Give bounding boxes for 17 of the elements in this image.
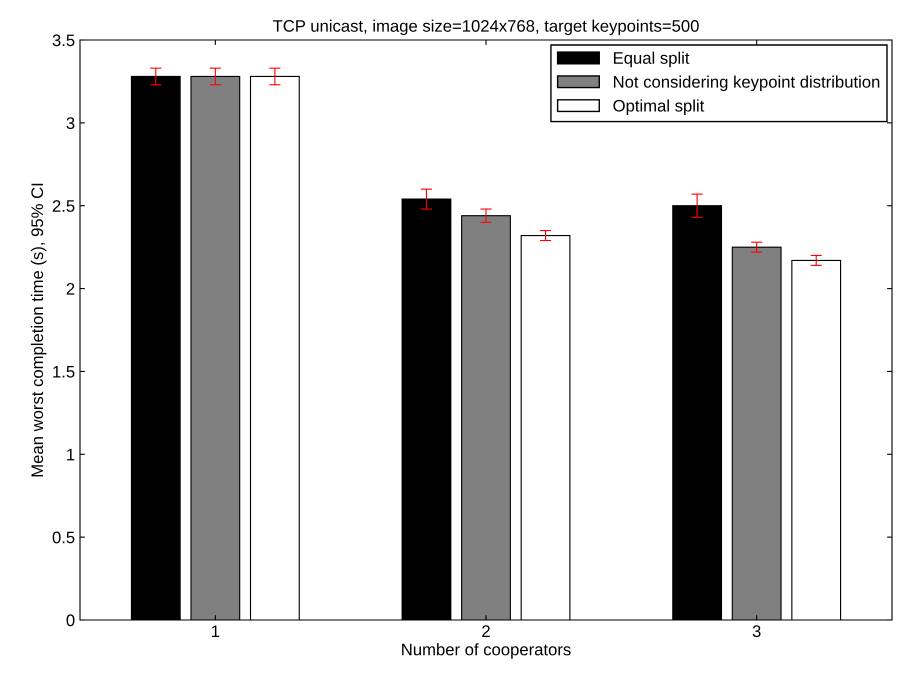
x-tick-label: 3 bbox=[752, 625, 761, 638]
y-tick-label: 0.5 bbox=[52, 532, 74, 544]
y-tick-label: 3 bbox=[66, 117, 74, 130]
legend-label: Optimal split bbox=[613, 99, 704, 115]
y-axis-title: Mean worst completion time (s), 95% CI bbox=[30, 184, 46, 476]
x-tick-label: 2 bbox=[482, 625, 490, 637]
y-tick-label: 2.5 bbox=[52, 200, 74, 212]
y-tick-label: 1 bbox=[67, 448, 74, 460]
y-tick-label: 1.5 bbox=[53, 366, 74, 378]
y-tick-label: 3.5 bbox=[52, 34, 74, 46]
y-tick-label: 0 bbox=[66, 614, 74, 626]
y-tick-label: 2 bbox=[66, 282, 74, 295]
legend-label: Not considering keypoint distribution bbox=[614, 76, 880, 92]
legend-label: Equal split bbox=[614, 52, 690, 68]
x-axis-title: Number of cooperators bbox=[402, 643, 571, 659]
chart-title: TCP unicast, image size=1024x768, target keypoints=500 bbox=[272, 20, 699, 36]
x-tick-label: 1 bbox=[212, 625, 220, 637]
